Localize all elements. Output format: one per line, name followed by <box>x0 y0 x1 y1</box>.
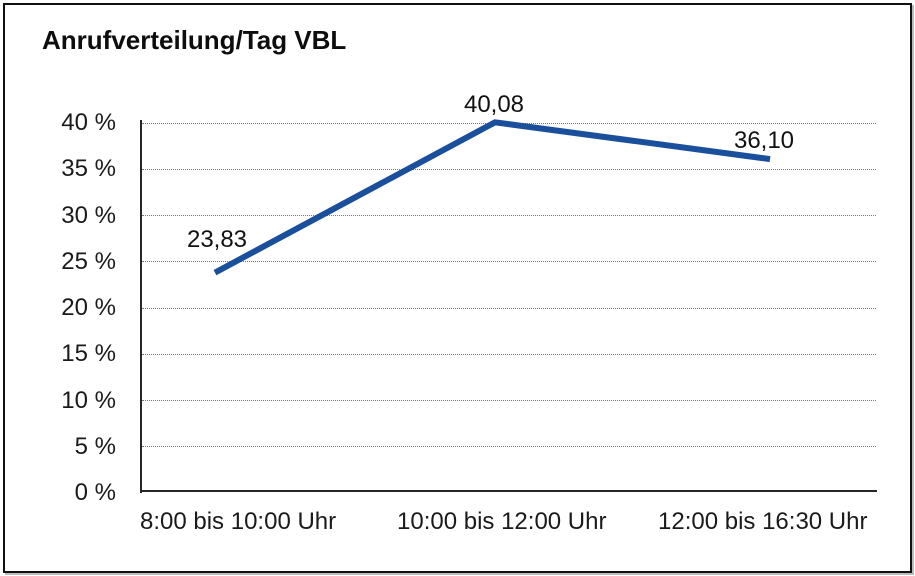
y-axis-tick-label: 20 % <box>61 294 116 321</box>
gridline <box>142 307 876 309</box>
gridline <box>142 215 876 216</box>
chart-title: Anrufverteilung/Tag VBL <box>42 25 347 55</box>
gridline <box>142 261 876 263</box>
x-axis-tick-label: 12:00 bis 16:30 Uhr <box>658 508 868 535</box>
y-axis-tick-label: 10 % <box>61 386 116 414</box>
x-axis-tick-label: 10:00 bis 12:00 Uhr <box>397 508 607 535</box>
gridline <box>142 168 876 170</box>
y-axis-tick-label: 15 % <box>61 340 116 368</box>
series-line <box>213 119 771 276</box>
data-point-label: 40,08 <box>463 91 525 119</box>
y-axis-line <box>140 120 142 493</box>
gridline <box>142 446 876 448</box>
data-point-label: 36,10 <box>733 127 795 155</box>
y-axis-tick-label: 30 % <box>61 201 116 229</box>
y-axis-tick-label: 0 % <box>74 479 116 506</box>
chart-frame: Anrufverteilung/Tag VBL <box>3 3 912 573</box>
y-axis-tick-label: 5 % <box>74 432 116 460</box>
y-axis-tick-label: 40 % <box>61 109 116 136</box>
gridline <box>142 353 876 355</box>
y-axis-tick-label: 35 % <box>61 155 116 183</box>
x-axis-tick-label: 8:00 bis 10:00 Uhr <box>140 508 337 535</box>
gridline <box>142 400 876 401</box>
y-axis-tick-label: 25 % <box>61 247 116 275</box>
x-axis-line <box>140 490 877 492</box>
data-point-label: 23,83 <box>186 225 248 253</box>
